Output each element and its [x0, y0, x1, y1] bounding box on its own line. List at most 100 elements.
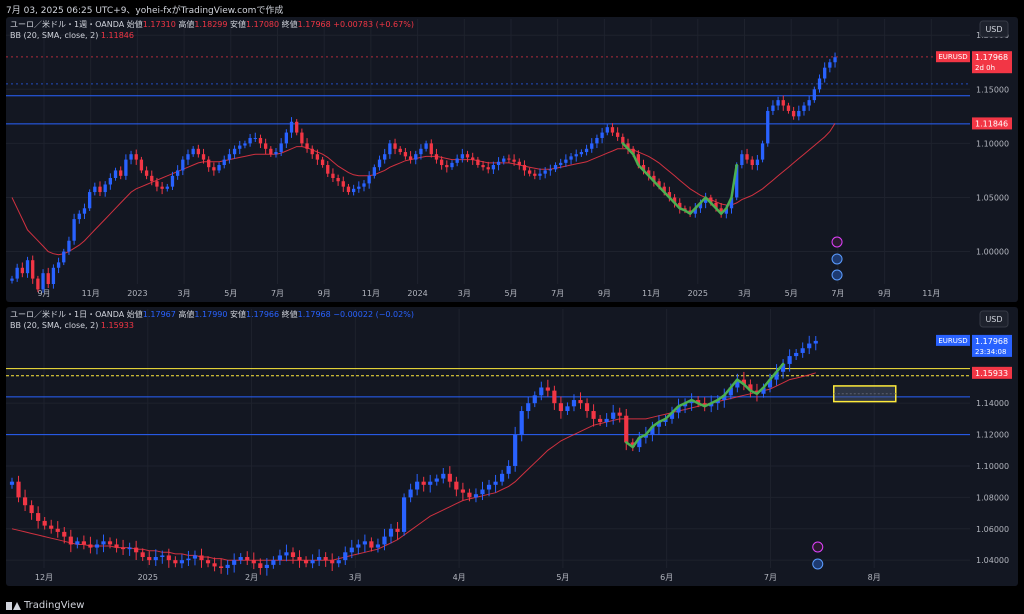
- candle-body: [279, 143, 283, 153]
- candle-body: [289, 121, 294, 133]
- candle-body: [46, 273, 50, 284]
- tradingview-brand: TradingView: [6, 600, 84, 611]
- candle-body: [428, 481, 433, 485]
- ohlc-change: +0.00783 (+0.67%): [333, 20, 414, 29]
- candle-body: [682, 403, 688, 407]
- price-tag-timer: 23:34:08: [975, 348, 1006, 356]
- candle-body: [741, 379, 746, 385]
- candle-body: [780, 363, 786, 372]
- candle-body: [192, 555, 198, 559]
- y-tick-label: 1.12000: [976, 431, 1009, 440]
- symbol-tag-name: EURUSD: [938, 337, 967, 345]
- candle-body: [264, 564, 269, 568]
- x-tick-label: 9月: [318, 289, 331, 298]
- candle-body: [295, 121, 299, 133]
- candle-body: [636, 154, 640, 166]
- y-tick-label: 1.10000: [976, 462, 1009, 471]
- candle-body: [341, 181, 345, 187]
- candle-body: [502, 158, 506, 162]
- x-tick-label: 3月: [178, 289, 191, 298]
- candle-body: [465, 154, 470, 158]
- candle-body: [703, 197, 708, 203]
- chart-pane-2: 12月 2025 2月 3月 4月 5月 6月 7月 8月 1.14000 1.12000 1.100…: [6, 307, 1018, 586]
- x-tick-label: 11月: [362, 289, 380, 298]
- y-tick-label: 1.15000: [976, 85, 1009, 94]
- candle-body: [553, 165, 558, 170]
- candle-body: [595, 137, 599, 144]
- candle-body: [460, 489, 465, 493]
- candle-body: [93, 186, 97, 193]
- candle-body: [611, 412, 616, 419]
- candle-body: [140, 552, 145, 558]
- bb-basis-line: [11, 372, 816, 561]
- candle-body: [300, 132, 304, 144]
- candle-body: [813, 340, 818, 344]
- indicator-value: 1.11846: [101, 31, 134, 40]
- candle-body: [745, 154, 749, 160]
- candle-body: [201, 154, 206, 160]
- candle-body: [564, 159, 568, 163]
- candle-body: [77, 213, 81, 220]
- currency-button[interactable]: USD: [985, 315, 1002, 324]
- candle-body: [103, 184, 107, 193]
- x-tick-label: 7月: [551, 289, 564, 298]
- candle-body: [621, 136, 625, 144]
- candle-body: [460, 154, 464, 159]
- ohlc-change: −0.00022 (−0.02%): [333, 310, 414, 319]
- candle-body: [186, 558, 191, 561]
- x-tick-label: 8月: [868, 573, 881, 582]
- candle-body: [481, 165, 485, 168]
- candle-body: [29, 505, 34, 514]
- candle-body: [310, 560, 315, 564]
- x-tick-label: 5月: [785, 289, 798, 298]
- candle-body: [532, 395, 537, 404]
- candle-body: [243, 143, 247, 146]
- candle-body: [317, 557, 322, 561]
- candle-body: [689, 400, 694, 404]
- economic-event-icon: [831, 253, 843, 265]
- x-tick-label: 2025: [138, 573, 158, 582]
- y-tick-label: 1.04000: [976, 556, 1009, 565]
- candle-body: [486, 484, 492, 490]
- candle-body: [610, 127, 615, 133]
- candle-body: [49, 525, 54, 529]
- candle-body: [62, 251, 66, 263]
- candle-body: [724, 208, 728, 214]
- candle-body: [445, 165, 449, 168]
- candle-body: [315, 154, 320, 160]
- currency-button[interactable]: USD: [985, 25, 1002, 34]
- candle-body: [269, 148, 273, 155]
- candle-body: [800, 348, 805, 353]
- candle-body: [274, 152, 278, 155]
- x-tick-label: 5月: [556, 573, 569, 582]
- candle-body: [714, 202, 718, 209]
- candle-body: [786, 105, 791, 111]
- candle-body: [139, 159, 144, 171]
- y-tick-label: 1.06000: [976, 525, 1009, 534]
- candle-body: [351, 188, 356, 193]
- candle-body: [415, 481, 420, 490]
- candle-body: [493, 481, 498, 485]
- candle-body: [429, 143, 433, 155]
- candle-body: [36, 278, 40, 290]
- candle-body: [455, 158, 459, 163]
- candle-body: [552, 390, 557, 404]
- candle-body: [284, 132, 289, 144]
- candle-body: [186, 154, 190, 160]
- candle-body: [25, 260, 30, 274]
- candle-body: [408, 489, 413, 498]
- candle-body: [212, 167, 216, 171]
- candle-body: [414, 154, 418, 160]
- candle-body: [113, 170, 118, 178]
- candle-body: [579, 152, 584, 155]
- x-tick-label: 2月: [245, 573, 258, 582]
- candle-body: [22, 497, 28, 506]
- x-tick-label: 6月: [660, 573, 673, 582]
- candle-body: [807, 100, 811, 106]
- candle-body: [709, 197, 713, 203]
- candle-body: [513, 434, 518, 466]
- x-tick-label: 2023: [127, 289, 147, 298]
- candle-body: [179, 560, 184, 564]
- candle-body: [781, 100, 785, 106]
